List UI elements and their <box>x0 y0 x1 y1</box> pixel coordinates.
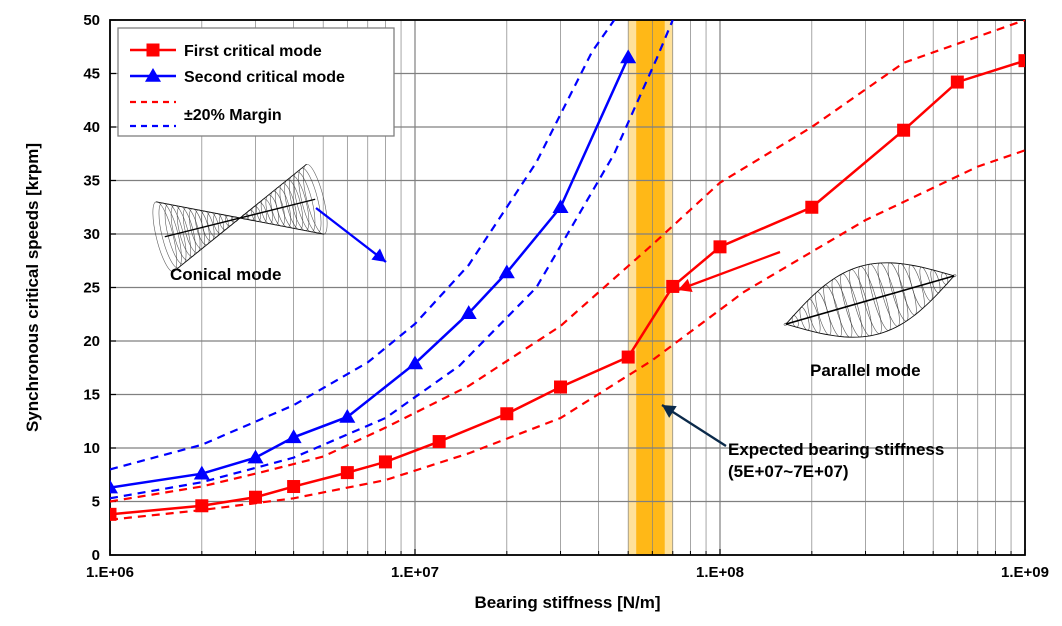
svg-text:20: 20 <box>83 333 100 350</box>
svg-text:1.E+08: 1.E+08 <box>696 564 744 581</box>
svg-text:(5E+07~7E+07): (5E+07~7E+07) <box>728 462 849 481</box>
critical-speed-chart: 1.E+06 1.E+07 1.E+08 1.E+09 0 5 10 15 20 25 30 35 40… <box>0 0 1062 626</box>
svg-text:15: 15 <box>83 387 100 404</box>
svg-text:1.E+06: 1.E+06 <box>86 564 134 581</box>
svg-text:Conical mode: Conical mode <box>170 265 281 284</box>
svg-text:1.E+09: 1.E+09 <box>1001 564 1049 581</box>
svg-text:Expected bearing stiffness: Expected bearing stiffness <box>728 440 944 459</box>
svg-text:30: 30 <box>83 226 100 243</box>
svg-text:Parallel mode: Parallel mode <box>810 361 921 380</box>
svg-text:25: 25 <box>83 280 100 297</box>
svg-text:40: 40 <box>83 119 100 136</box>
svg-text:First critical mode: First critical mode <box>184 43 322 60</box>
svg-text:1.E+07: 1.E+07 <box>391 564 439 581</box>
svg-text:50: 50 <box>83 12 100 29</box>
svg-text:5: 5 <box>92 494 100 511</box>
svg-text:Bearing stiffness [N/m]: Bearing stiffness [N/m] <box>474 593 660 612</box>
svg-text:45: 45 <box>83 66 100 83</box>
svg-text:0: 0 <box>92 547 100 564</box>
svg-text:35: 35 <box>83 173 100 190</box>
svg-text:Synchronous critical speeds [k: Synchronous critical speeds [krpm] <box>23 143 42 432</box>
svg-text:10: 10 <box>83 440 100 457</box>
svg-text:±20% Margin: ±20% Margin <box>184 107 282 124</box>
svg-text:Second critical mode: Second critical mode <box>184 69 345 86</box>
